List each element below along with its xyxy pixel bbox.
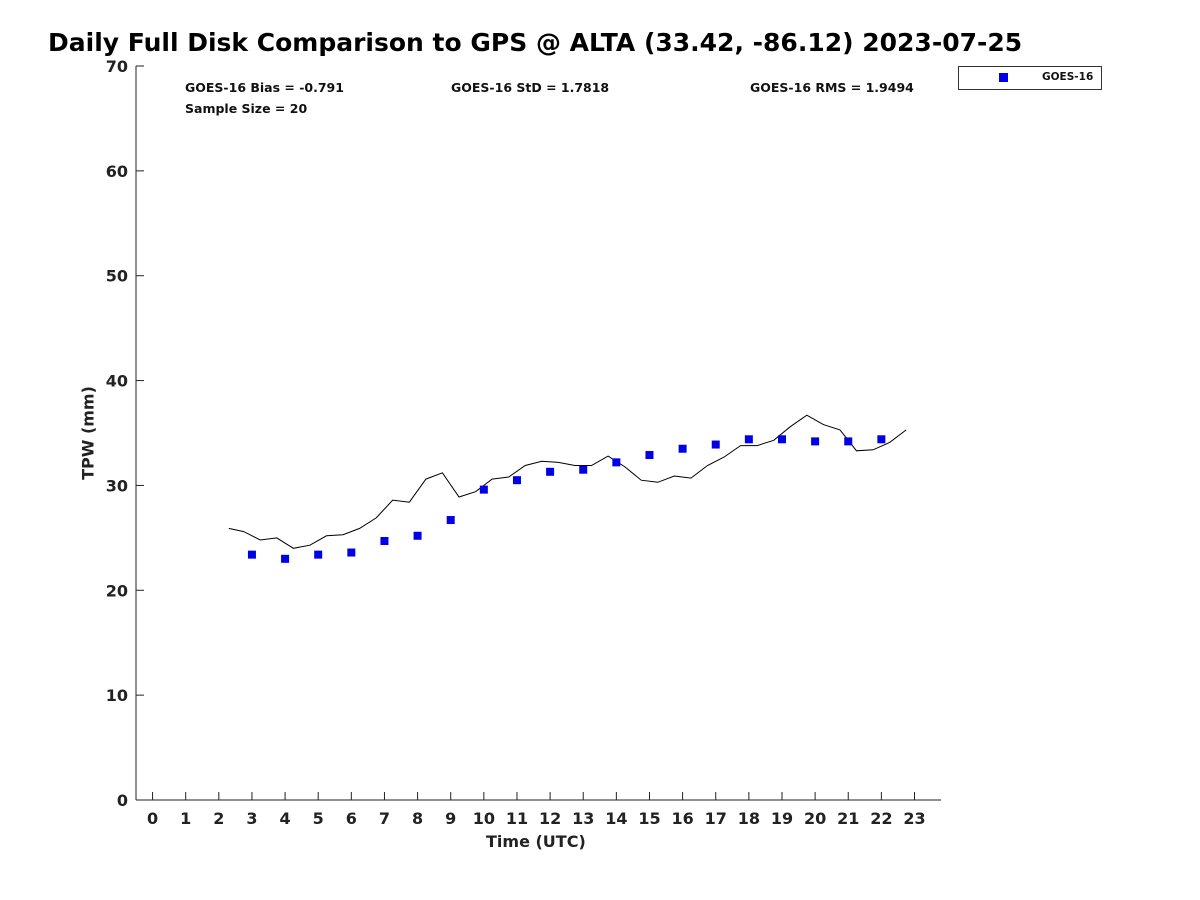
- x-tick-label: 5: [313, 809, 324, 828]
- goes16-point: [877, 435, 886, 444]
- y-tick-label: 40: [106, 372, 128, 391]
- y-tick-label: 10: [106, 686, 128, 705]
- y-tick-label: 70: [106, 57, 128, 76]
- gps-series-line: [228, 414, 907, 549]
- goes16-point: [512, 476, 521, 485]
- goes16-point: [678, 444, 687, 453]
- x-tick-label: 9: [445, 809, 456, 828]
- x-tick-label: 7: [379, 809, 390, 828]
- y-tick-label: 50: [106, 267, 128, 286]
- sample-size-stat: Sample Size = 20: [185, 101, 308, 116]
- x-tick-label: 18: [738, 809, 760, 828]
- goes16-point: [281, 554, 290, 563]
- legend-marker-goes16: [999, 73, 1008, 82]
- goes16-point: [711, 440, 720, 449]
- goes16-point: [380, 537, 389, 546]
- x-tick-label: 17: [705, 809, 727, 828]
- x-tick-label: 11: [506, 809, 528, 828]
- goes16-point: [744, 435, 753, 444]
- x-tick-label: 13: [572, 809, 594, 828]
- goes16-point: [645, 451, 654, 460]
- x-tick-label: 1: [180, 809, 191, 828]
- goes16-point: [314, 550, 323, 559]
- goes16-point: [479, 485, 488, 494]
- goes16-point: [546, 467, 555, 476]
- x-tick-label: 8: [412, 809, 423, 828]
- goes16-point: [579, 465, 588, 474]
- y-tick-label: 60: [106, 162, 128, 181]
- x-tick-label: 20: [804, 809, 826, 828]
- y-tick-label: 20: [106, 581, 128, 600]
- goes16-point: [811, 437, 820, 446]
- x-tick-label: 16: [671, 809, 693, 828]
- chart-title: Daily Full Disk Comparison to GPS @ ALTA…: [48, 28, 1023, 57]
- goes16-point: [347, 548, 356, 557]
- goes16-point: [446, 516, 455, 525]
- x-tick-label: 0: [147, 809, 158, 828]
- goes16-point: [612, 458, 621, 467]
- y-axis-label: TPW (mm): [78, 386, 98, 480]
- x-tick-label: 14: [605, 809, 627, 828]
- x-tick-label: 6: [346, 809, 357, 828]
- x-tick-label: 3: [246, 809, 257, 828]
- x-tick-label: 10: [473, 809, 495, 828]
- goes16-point: [844, 437, 853, 446]
- y-tick-label: 30: [106, 476, 128, 495]
- goes16-point: [777, 435, 786, 444]
- x-tick-label: 23: [903, 809, 925, 828]
- bias-stat: GOES-16 Bias = -0.791: [185, 80, 344, 95]
- x-tick-label: 19: [771, 809, 793, 828]
- y-tick-label: 0: [117, 791, 128, 810]
- x-tick-label: 4: [280, 809, 291, 828]
- x-tick-label: 22: [870, 809, 892, 828]
- legend-label-goes16: GOES-16: [1042, 71, 1094, 83]
- x-tick-label: 2: [213, 809, 224, 828]
- goes16-point: [247, 550, 256, 559]
- goes16-point: [413, 531, 422, 540]
- x-tick-label: 12: [539, 809, 561, 828]
- x-axis-label: Time (UTC): [486, 832, 586, 851]
- x-tick-label: 15: [638, 809, 660, 828]
- legend: GOES-16: [958, 66, 1102, 90]
- x-tick-label: 21: [837, 809, 859, 828]
- std-stat: GOES-16 StD = 1.7818: [451, 80, 610, 95]
- rms-stat: GOES-16 RMS = 1.9494: [750, 80, 914, 95]
